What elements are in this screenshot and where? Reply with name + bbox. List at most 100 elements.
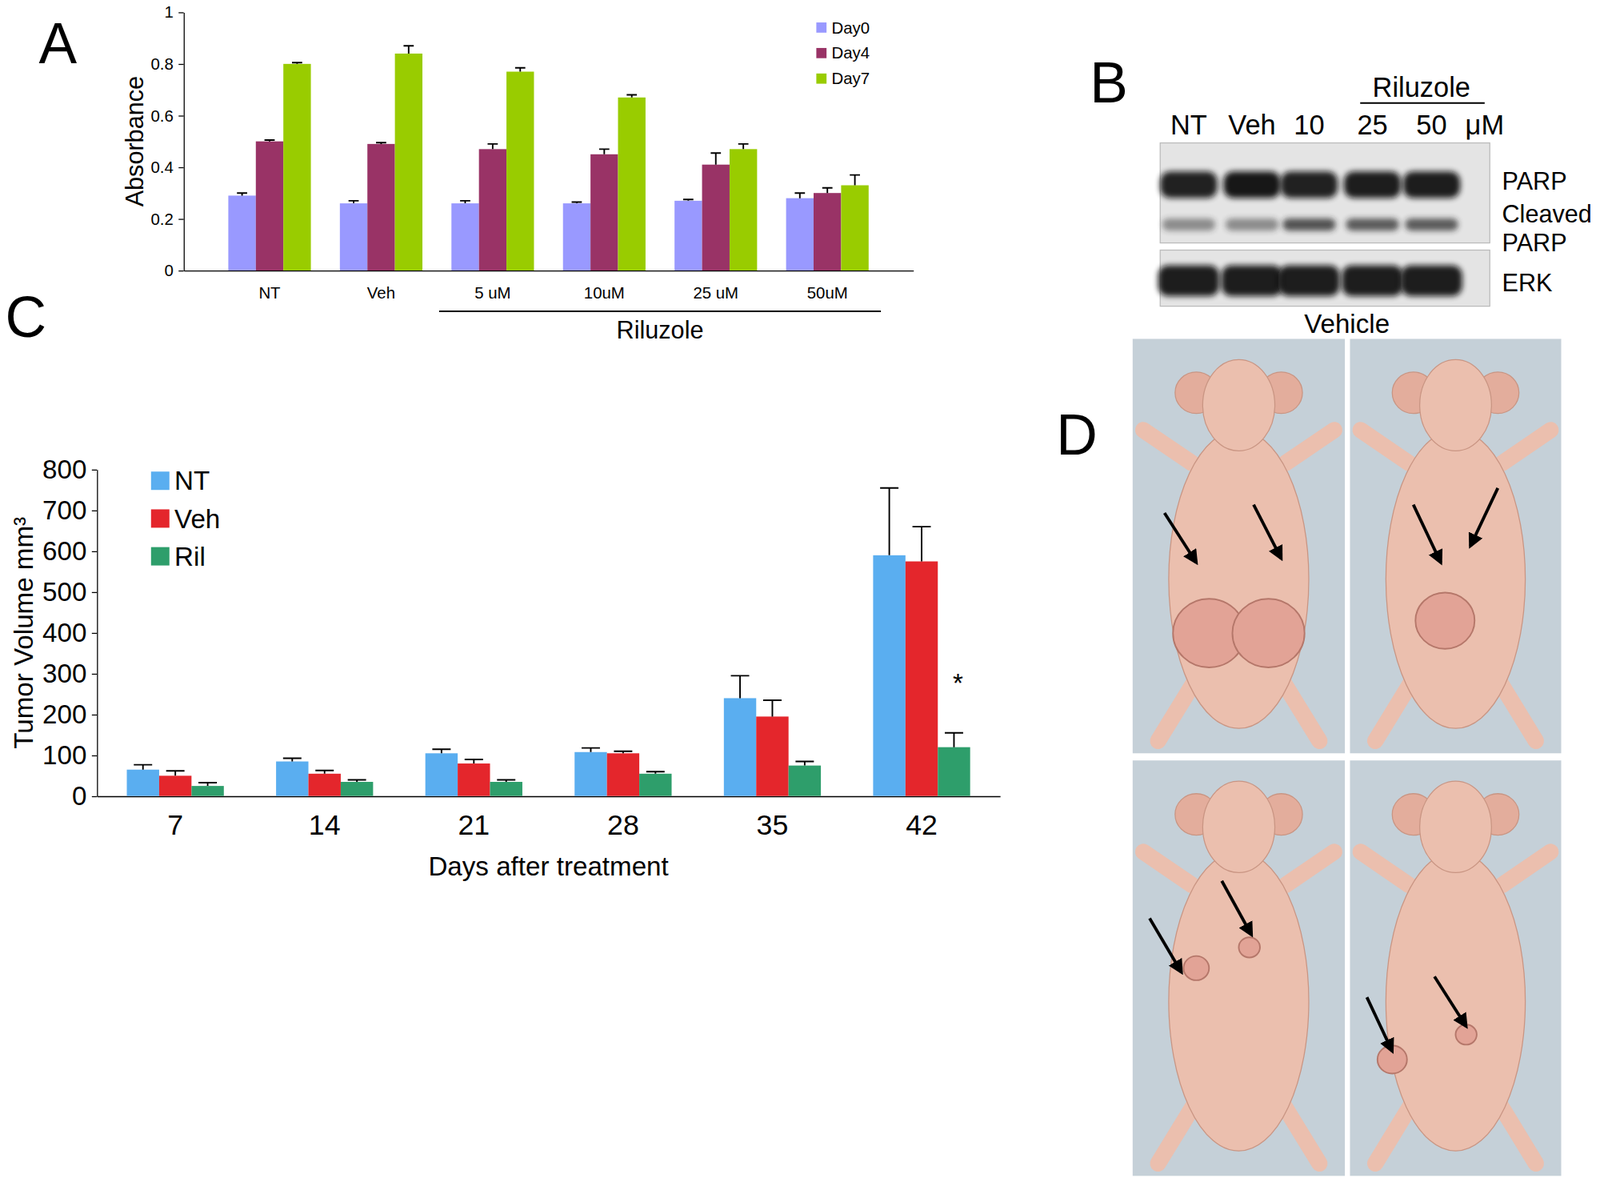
- bar: [457, 763, 490, 796]
- bar: [506, 72, 534, 271]
- y-tick-mark: [92, 510, 97, 512]
- y-tick-label: 100: [42, 740, 87, 770]
- panel-letter: B: [1089, 50, 1128, 115]
- tumor: [1183, 956, 1209, 980]
- error-bar: [738, 144, 749, 149]
- y-tick-mark: [178, 115, 184, 116]
- error-bar: [348, 779, 367, 782]
- x-axis: NTVeh5 uM10uM25 uM50uM: [184, 271, 914, 302]
- error-bar: [613, 751, 632, 754]
- band-label: ERK: [1502, 268, 1554, 296]
- y-tick: 0.4: [150, 158, 184, 176]
- error-bar: [264, 140, 276, 142]
- legend-swatch: [816, 22, 827, 33]
- legend-label: Ril: [174, 541, 206, 572]
- bar: [788, 765, 821, 796]
- panel-letter: D: [1056, 402, 1098, 467]
- x-tick-label: 25 uM: [692, 284, 739, 302]
- error-bar: [496, 779, 516, 782]
- error-bar: [292, 62, 303, 64]
- error-bar-cap: [646, 770, 665, 772]
- error-bar: [731, 675, 750, 698]
- y-tick-mark: [92, 714, 97, 716]
- photo-background: [1132, 338, 1345, 753]
- y-tick-label: 700: [42, 495, 87, 525]
- error-bar: [348, 200, 360, 204]
- bar: [228, 195, 256, 271]
- x-tick: 14: [308, 808, 341, 841]
- x-tick: 21: [457, 808, 490, 841]
- mouse-leg: [1143, 851, 1192, 885]
- error-bar-stem: [854, 175, 856, 186]
- mouse-leg: [1285, 851, 1335, 885]
- legend-label: Day7: [832, 69, 871, 88]
- mouse-photo: [1132, 338, 1345, 753]
- photo-background: [1349, 760, 1561, 1176]
- y-tick: 600: [42, 536, 97, 566]
- bar: [724, 697, 756, 796]
- lane-label: 50: [1416, 109, 1447, 140]
- mouse-leg: [1285, 429, 1335, 463]
- x-tick-label: 28: [607, 808, 640, 841]
- error-bar-stem: [603, 148, 605, 154]
- error-bar-cap: [849, 174, 860, 176]
- band-label: PARP: [1502, 167, 1568, 195]
- y-tick-mark: [92, 469, 97, 471]
- tumor: [1455, 1024, 1476, 1044]
- mouse-leg: [1502, 851, 1552, 885]
- y-tick-label: 600: [42, 536, 87, 566]
- bar: [618, 97, 646, 271]
- y-tick-mark: [92, 592, 97, 593]
- y-tick-label: 1: [164, 3, 174, 21]
- error-bar: [912, 526, 932, 561]
- x-axis-line: [97, 796, 1001, 797]
- y-tick-label: 0.6: [150, 107, 173, 125]
- y-tick-mark: [178, 270, 184, 272]
- error-bar: [794, 192, 805, 198]
- error-bar: [315, 770, 334, 774]
- bar: [367, 144, 395, 271]
- arrow: [1221, 880, 1252, 935]
- y-tick-mark: [178, 218, 184, 220]
- error-bar: [236, 192, 248, 196]
- arrow: [1367, 996, 1393, 1051]
- bar: [425, 752, 458, 796]
- y-tick-label: 0.4: [150, 158, 173, 176]
- error-bar-cap: [348, 200, 360, 202]
- bar: [490, 781, 523, 796]
- lane-label: 25: [1356, 109, 1388, 140]
- annotation: *: [952, 668, 964, 698]
- error-bar: [464, 759, 484, 764]
- series: [256, 140, 842, 271]
- mouse-body: [1168, 429, 1309, 728]
- mouse-body: [1168, 851, 1309, 1151]
- series: [127, 488, 906, 796]
- y-axis-title: Absorbance: [120, 76, 148, 207]
- error-bar-cap: [264, 139, 276, 141]
- band-label: Cleaved: [1502, 200, 1592, 228]
- x-tick-label: 50uM: [807, 284, 848, 302]
- error-bar: [849, 175, 860, 186]
- bar: [607, 752, 640, 796]
- bar: [276, 761, 308, 796]
- error-bar-cap: [166, 769, 185, 772]
- y-tick: 0: [164, 261, 184, 280]
- x-axis: 71421283542: [97, 796, 1001, 842]
- photo-background: [1349, 338, 1561, 753]
- mouse-head: [1202, 780, 1275, 872]
- lane-label: Veh: [1228, 109, 1276, 140]
- error-bar-cap: [581, 747, 600, 749]
- y-tick: 200: [42, 699, 97, 729]
- error-bar: [763, 700, 782, 716]
- mouse-leg: [1143, 429, 1192, 463]
- y-axis-line: [184, 12, 185, 272]
- error-bar: [710, 152, 721, 165]
- mouse-leg: [1360, 851, 1410, 885]
- error-bar-stem: [888, 488, 891, 556]
- lane-group-bracket: [1360, 102, 1485, 104]
- error-bar-stem: [408, 45, 410, 54]
- x-tick-label: 42: [905, 808, 938, 841]
- error-bar-stem: [715, 152, 717, 165]
- error-bar-cap: [572, 201, 583, 204]
- y-tick-mark: [92, 755, 97, 756]
